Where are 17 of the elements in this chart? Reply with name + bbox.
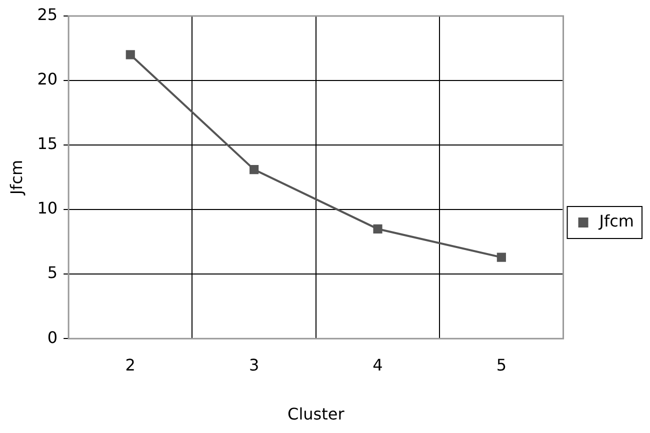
- x-tick-label: 5: [496, 355, 507, 374]
- point: [250, 165, 259, 174]
- y-tick-label: 20: [37, 70, 58, 89]
- x-axis-title: Cluster: [288, 404, 345, 424]
- x-tick-label: 4: [372, 355, 383, 374]
- y-tick-label: 15: [37, 134, 58, 154]
- y-axis-title: Jfcm: [6, 160, 26, 196]
- point: [373, 224, 382, 234]
- x-tick-label: 3: [248, 355, 260, 374]
- point: [496, 252, 506, 262]
- y-tick-label: 10: [37, 198, 58, 218]
- point: [126, 50, 135, 60]
- y-tick-label: 25: [37, 5, 58, 24]
- y-tick-label: 5: [47, 263, 58, 282]
- legend-label: Jfcm: [598, 212, 634, 231]
- y-tick-label: 0: [47, 328, 58, 347]
- x-tick-label: 2: [125, 355, 136, 374]
